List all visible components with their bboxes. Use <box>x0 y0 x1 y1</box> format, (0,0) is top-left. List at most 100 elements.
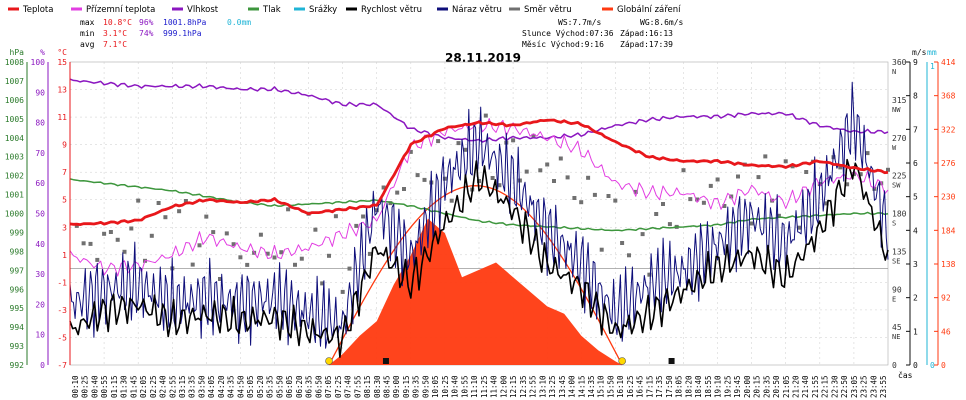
axis-tick-dir: 135 <box>892 247 907 256</box>
x-tick-label: 14:15 <box>577 375 586 398</box>
wind-dir-point <box>722 204 727 208</box>
x-tick-label: 07:40 <box>344 375 353 398</box>
wind-dir-point <box>783 159 788 164</box>
wind-dir-point <box>197 243 202 248</box>
wind-dir-point <box>511 138 516 143</box>
axis-tick-dir: 45 <box>892 323 902 332</box>
axis-tick-rad: 322 <box>941 125 956 134</box>
wind-dir-point <box>586 175 591 180</box>
x-tick-label: 04:05 <box>207 375 216 398</box>
axis-dirlabel: SW <box>892 182 901 190</box>
wind-dir-point <box>517 178 522 183</box>
x-tick-label: 17:50 <box>665 375 674 398</box>
axis-tick-pct: 100 <box>31 58 46 67</box>
wind-dir-point <box>102 231 107 236</box>
x-tick-label: 03:35 <box>188 375 197 398</box>
axis-tick-pct: 30 <box>35 270 45 279</box>
x-tick-label: 08:15 <box>363 375 372 398</box>
axis-tick-rad: 138 <box>941 260 956 269</box>
series-hpa-Tlak <box>69 178 889 232</box>
axis-unit-ms: m/s <box>912 48 927 57</box>
legend-label-pressure: Tlak <box>262 5 281 15</box>
wind-dir-point <box>463 147 468 152</box>
x-tick-label: 15:50 <box>607 375 616 398</box>
x-tick-label: 04:20 <box>217 375 226 398</box>
stat-sunrise: Slunce Východ:07:36 <box>522 29 614 38</box>
wind-dir-point <box>88 241 93 246</box>
wind-dir-point <box>477 179 481 183</box>
wind-dir-point <box>286 207 291 212</box>
axis-tick-pct: 60 <box>35 179 45 188</box>
wind-dir-point <box>415 173 420 178</box>
x-tick-label: 10:55 <box>460 375 469 398</box>
axis-tick-ms: 0 <box>913 361 918 370</box>
wind-dir-point <box>838 165 843 170</box>
wind-dir-point <box>599 247 604 252</box>
moonrise-marker <box>382 358 389 364</box>
x-tick-label: 10:05 <box>431 375 440 398</box>
wind-dir-point <box>122 249 127 254</box>
wind-dir-point <box>497 183 502 188</box>
wind-dir-point <box>163 215 168 220</box>
x-tick-label: 09:15 <box>402 375 411 398</box>
axis-tick-dir: 315 <box>892 96 907 105</box>
x-tick-label: 22:30 <box>830 375 839 398</box>
axis-tick-rad: 368 <box>941 92 956 101</box>
legend-label-radiation: Globální záření <box>617 5 681 15</box>
wind-dir-point <box>736 174 740 179</box>
axis-tick-ms: 8 <box>913 92 918 101</box>
axis-unit-mm: mm <box>927 48 937 57</box>
x-tick-label: 06:35 <box>305 375 314 398</box>
x-tick-label: 19:45 <box>733 375 742 398</box>
wind-dir-point <box>74 223 79 228</box>
x-tick-label: 20:50 <box>772 375 781 398</box>
wind-dir-point <box>763 154 768 159</box>
axis-tick-temp: 7 <box>62 168 67 177</box>
x-tick-label: 21:55 <box>811 375 820 398</box>
axis-tick-ms: 1 <box>913 327 918 336</box>
x-tick-label: 14:35 <box>587 375 596 398</box>
wind-dir-point <box>367 251 372 256</box>
x-tick-label: 22:15 <box>821 375 830 398</box>
wind-dir-point <box>633 189 638 194</box>
wind-dir-point <box>845 182 850 187</box>
x-tick-label: 11:10 <box>470 375 479 398</box>
axis-unit-pct: % <box>40 48 45 57</box>
x-tick-label: 03:15 <box>178 375 187 398</box>
x-tick-label: 01:15 <box>110 375 119 398</box>
legend-label-wind_dir: Směr větru <box>524 5 572 15</box>
x-tick-label: 17:35 <box>655 375 664 398</box>
axis-tick-temp: -1 <box>57 278 67 287</box>
x-tick-label: 23:25 <box>860 375 869 398</box>
stat-min-temp: 3.1°C <box>103 29 127 38</box>
wind-dir-point <box>211 230 216 235</box>
stat-max-temp: 10.8°C <box>103 18 132 27</box>
x-tick-label: 20:00 <box>743 375 752 398</box>
wind-dir-point <box>531 133 536 138</box>
x-tick-label: 12:55 <box>529 375 538 398</box>
wind-dir-point <box>654 212 659 216</box>
wind-dir-point <box>872 186 877 191</box>
axis-tick-ms: 2 <box>913 294 918 303</box>
axis-tick-mm: 0 <box>930 361 935 370</box>
x-tick-label: 14:00 <box>568 375 577 398</box>
axis-tick-ms: 5 <box>913 193 918 202</box>
wind-dir-point <box>204 214 209 219</box>
legend: Teplota Přízemní teplota Vlhkost Tlak Srážky… <box>8 5 681 15</box>
axis-tick-rad: 276 <box>941 159 956 168</box>
wind-dir-point <box>129 226 134 231</box>
x-tick-label: 21:05 <box>782 375 791 398</box>
x-tick-label: 10:25 <box>441 375 450 398</box>
wind-dir-point <box>640 232 645 237</box>
axis-tick-temp: 9 <box>62 141 67 150</box>
wind-dir-point <box>115 237 120 242</box>
axis-unit-hpa: hPa <box>10 48 25 57</box>
x-tick-label: 01:30 <box>120 375 129 398</box>
axis-tick-temp: 11 <box>57 113 67 122</box>
wind-dir-point <box>327 253 331 258</box>
wind-dir-point <box>695 197 700 202</box>
wind-dir-point <box>681 168 686 173</box>
wind-dir-point <box>81 241 86 246</box>
x-tick-label: 21:40 <box>801 375 810 398</box>
wind-dir-point <box>408 149 413 154</box>
